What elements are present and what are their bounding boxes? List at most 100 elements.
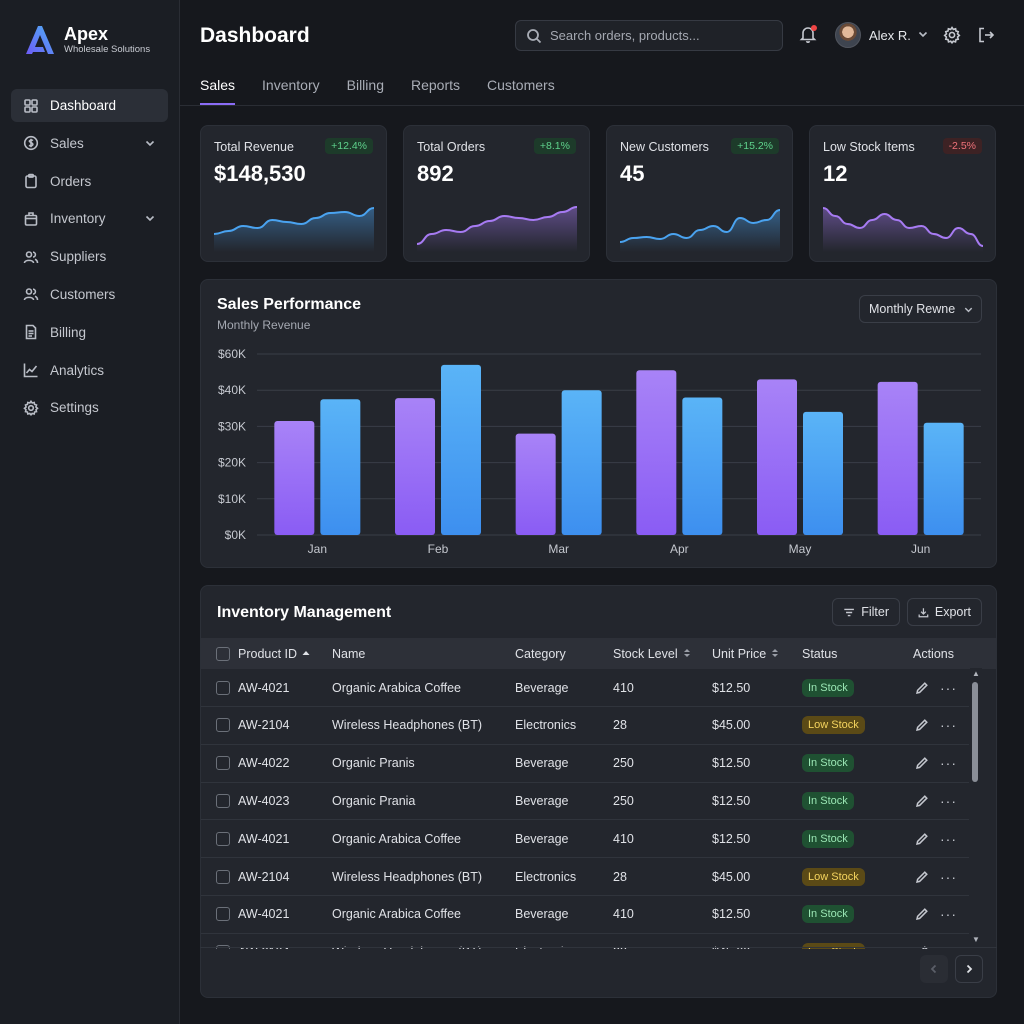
chevron-right-icon	[966, 964, 973, 974]
product-id-cell: AW-2104	[238, 718, 290, 733]
tab-billing[interactable]: Billing	[346, 77, 384, 93]
more-options-icon[interactable]: ···	[940, 944, 957, 949]
edit-pencil-icon[interactable]	[915, 794, 929, 808]
column-header-status[interactable]: Status	[802, 638, 837, 669]
sidebar-item-suppliers[interactable]: Suppliers	[11, 240, 168, 273]
category-cell: Electronics	[515, 718, 577, 733]
scroll-up-arrow-icon[interactable]: ▲	[972, 669, 980, 678]
status-badge: Low Stock	[802, 716, 865, 735]
scroll-down-arrow-icon[interactable]: ▼	[972, 935, 980, 944]
apex-logo-icon	[26, 26, 54, 54]
edit-pencil-icon[interactable]	[915, 718, 929, 732]
category-cell: Beverage	[515, 680, 569, 695]
unit-price-cell: $12.50	[712, 793, 751, 808]
more-options-icon[interactable]: ···	[940, 792, 957, 809]
x-tick-label: Jan	[308, 542, 327, 556]
users-icon	[23, 288, 39, 301]
box-icon	[24, 212, 38, 226]
column-header-product-id[interactable]: Product ID	[238, 638, 310, 669]
stock-level-cell: 410	[613, 831, 634, 846]
table-row[interactable]: AW-4021 Organic Arabica Coffee Beverage 410…	[201, 820, 969, 859]
kpi-card-low-stock-items[interactable]: Low Stock Items 12 -2.5%	[809, 125, 996, 262]
category-cell: Electronics	[515, 869, 577, 884]
row-checkbox[interactable]	[216, 718, 230, 733]
row-checkbox[interactable]	[216, 831, 230, 846]
notifications-button[interactable]	[799, 25, 819, 45]
column-label: Actions	[913, 646, 954, 661]
more-options-icon[interactable]: ···	[940, 679, 957, 696]
kpi-card-total-orders[interactable]: Total Orders 892 +8.1%	[403, 125, 590, 262]
table-row[interactable]: AW-4021 Organic Arabica Coffee Beverage 410…	[201, 669, 969, 707]
tab-inventory[interactable]: Inventory	[262, 77, 320, 93]
brand[interactable]: Apex Wholesale Solutions	[22, 22, 150, 58]
table-row[interactable]: AW-2104 Wireless Headphones (BT) Electroni…	[201, 707, 969, 745]
unit-price-cell: $12.50	[712, 831, 751, 846]
edit-pencil-icon[interactable]	[915, 870, 929, 884]
previous-page-button[interactable]	[920, 955, 948, 983]
kpi-card-total-revenue[interactable]: Total Revenue $148,530 +12.4%	[200, 125, 387, 262]
line-chart-icon	[23, 363, 38, 378]
chevron-down-icon	[145, 140, 155, 146]
column-header-stock-level[interactable]: Stock Level	[613, 638, 691, 669]
sort-icon	[772, 648, 779, 657]
column-header-unit-price[interactable]: Unit Price	[712, 638, 779, 669]
chevron-left-icon	[930, 964, 937, 974]
stock-level-cell: 410	[613, 680, 634, 695]
logout-button[interactable]	[977, 26, 995, 49]
kpi-change-badge: +8.1%	[533, 138, 576, 154]
row-checkbox[interactable]	[216, 680, 230, 695]
more-options-icon[interactable]: ···	[940, 830, 957, 847]
sidebar-item-billing[interactable]: Billing	[11, 316, 168, 349]
export-button[interactable]: Export	[907, 598, 982, 626]
edit-pencil-icon[interactable]	[915, 681, 929, 695]
kpi-card-new-customers[interactable]: New Customers 45 +15.2%	[606, 125, 793, 262]
row-checkbox[interactable]	[216, 756, 230, 771]
y-tick-label: $60K	[218, 347, 246, 361]
column-header-name[interactable]: Name	[332, 638, 365, 669]
status-badge: In Stock	[802, 754, 854, 773]
settings-button[interactable]	[943, 26, 961, 49]
sidebar-item-sales[interactable]: Sales	[11, 127, 168, 160]
more-options-icon[interactable]: ···	[940, 906, 957, 923]
sidebar-item-analytics[interactable]: Analytics	[11, 354, 168, 387]
sparkline-area	[417, 207, 577, 252]
tab-sales[interactable]: Sales	[200, 70, 236, 106]
table-row[interactable]: AW-4021 Organic Arabica Coffee Beverage 410…	[201, 896, 969, 934]
user-menu[interactable]: Alex R.	[835, 22, 929, 48]
edit-pencil-icon[interactable]	[915, 756, 929, 770]
kpi-label: Total Revenue	[214, 140, 294, 154]
bar-may-series-2	[803, 411, 843, 535]
edit-pencil-icon[interactable]	[915, 945, 929, 949]
row-checkbox[interactable]	[216, 793, 230, 808]
inventory-card: Inventory Management Filter Export Produ…	[200, 585, 997, 998]
table-row[interactable]: AW-2104 Wireless Headphones (BT) Electroni…	[201, 858, 969, 896]
sidebar-item-settings[interactable]: Settings	[11, 391, 168, 424]
sidebar-item-inventory[interactable]: Inventory	[11, 202, 168, 235]
select-all-checkbox[interactable]	[216, 646, 230, 661]
more-options-icon[interactable]: ···	[940, 755, 957, 772]
row-checkbox[interactable]	[216, 907, 230, 922]
scrollbar-thumb[interactable]	[972, 682, 978, 782]
sidebar-item-dashboard[interactable]: Dashboard	[11, 89, 168, 122]
more-options-icon[interactable]: ···	[940, 868, 957, 885]
table-row[interactable]: AW-4022 Organic Pranis Beverage 250 $12.50 In…	[201, 745, 969, 783]
row-checkbox[interactable]	[216, 869, 230, 884]
bar-feb-series-2	[441, 364, 481, 535]
tab-bar: Sales Inventory Billing Reports Customers	[200, 70, 582, 106]
edit-pencil-icon[interactable]	[915, 907, 929, 921]
more-options-icon[interactable]: ···	[940, 717, 957, 734]
search-box[interactable]	[515, 20, 783, 51]
sidebar-item-orders[interactable]: Orders	[11, 165, 168, 198]
bar-may-series-1	[757, 379, 797, 535]
revenue-period-dropdown[interactable]: Monthly Rewne	[859, 295, 982, 323]
edit-pencil-icon[interactable]	[915, 832, 929, 846]
tab-customers[interactable]: Customers	[487, 77, 555, 93]
sidebar-item-customers[interactable]: Customers	[11, 278, 168, 311]
column-header-category[interactable]: Category	[515, 638, 566, 669]
table-row[interactable]: AW-4023 Organic Prania Beverage 250 $12.50 In…	[201, 782, 969, 821]
chevron-down-icon	[145, 216, 155, 222]
tab-reports[interactable]: Reports	[410, 77, 461, 93]
filter-button[interactable]: Filter	[832, 598, 900, 626]
next-page-button[interactable]	[955, 955, 983, 983]
search-input[interactable]	[550, 28, 770, 43]
